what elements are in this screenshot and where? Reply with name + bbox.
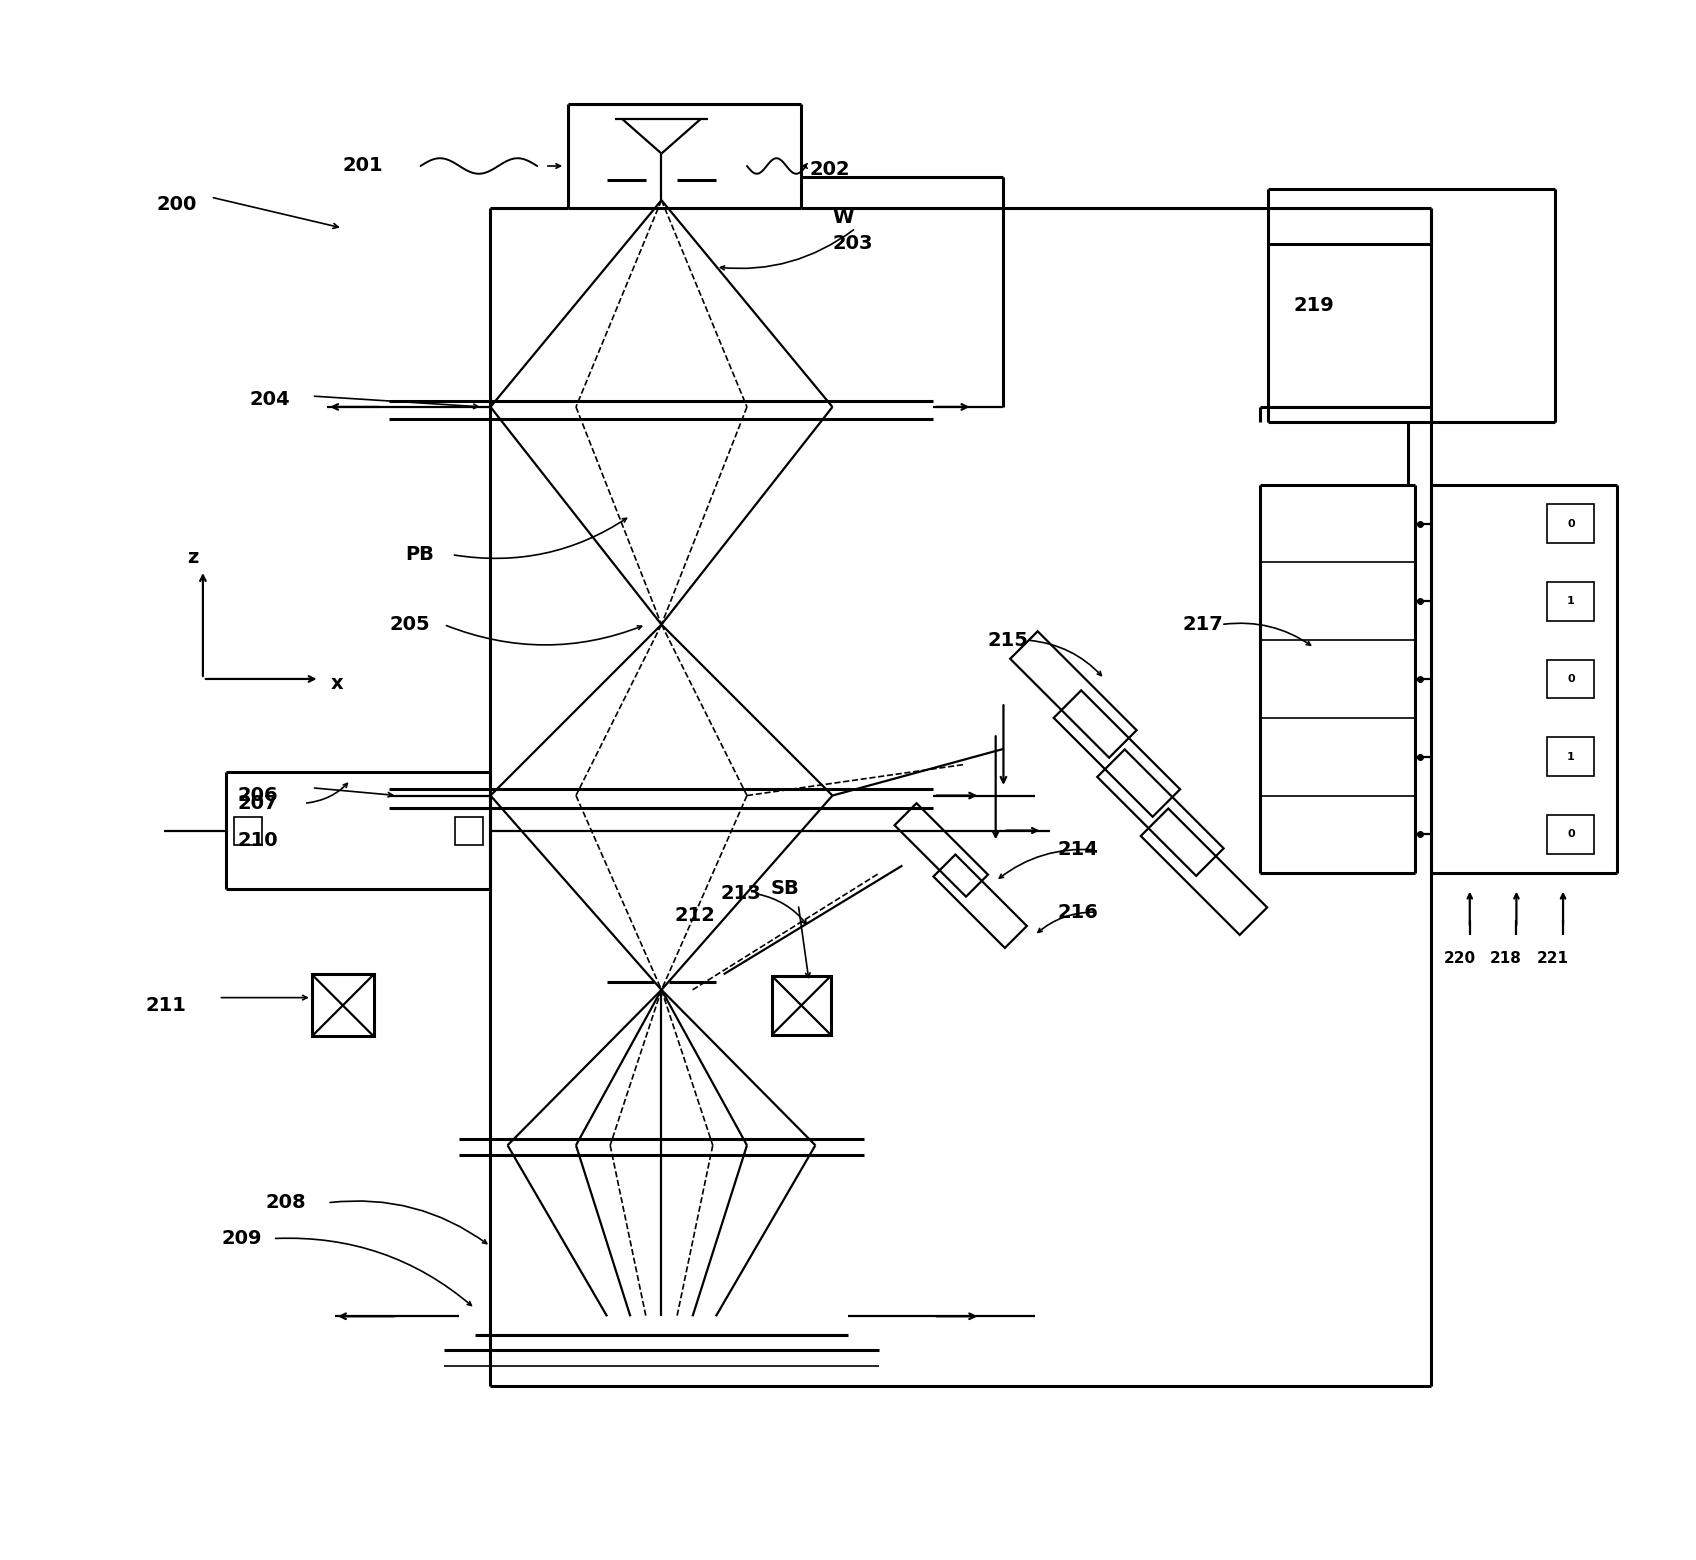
Text: 200: 200 (156, 195, 197, 214)
Text: 218: 218 (1491, 952, 1521, 966)
Text: W: W (833, 207, 855, 226)
Text: 0: 0 (1567, 830, 1574, 839)
Text: 204: 204 (249, 390, 290, 409)
Text: SB: SB (770, 880, 799, 899)
Text: 217: 217 (1182, 615, 1223, 633)
Bar (312, 975, 373, 1036)
Text: 209: 209 (222, 1229, 263, 1248)
Text: 220: 220 (1443, 952, 1476, 966)
Text: x: x (331, 674, 343, 693)
Text: PB: PB (405, 544, 434, 565)
Bar (1547, 814, 1594, 853)
Text: 219: 219 (1294, 296, 1335, 315)
Bar (1547, 660, 1594, 699)
Text: 206: 206 (237, 786, 278, 805)
Text: z: z (187, 548, 198, 568)
Bar (772, 977, 831, 1034)
Text: 215: 215 (987, 630, 1029, 649)
Text: 216: 216 (1058, 903, 1099, 922)
Text: 210: 210 (237, 831, 278, 850)
Text: 1: 1 (1567, 596, 1574, 607)
Text: 211: 211 (146, 995, 187, 1016)
Text: 205: 205 (390, 615, 431, 633)
Text: 1: 1 (1567, 752, 1574, 761)
Bar (234, 816, 261, 844)
Text: 214: 214 (1058, 841, 1099, 860)
Text: 208: 208 (265, 1193, 305, 1212)
Text: 0: 0 (1567, 674, 1574, 683)
Bar (1547, 738, 1594, 777)
Bar (455, 816, 483, 844)
Text: 207: 207 (237, 794, 278, 813)
Text: 213: 213 (721, 885, 762, 903)
Bar (1547, 582, 1594, 621)
Text: 203: 203 (833, 234, 873, 253)
Text: 212: 212 (675, 906, 716, 925)
Text: 221: 221 (1537, 952, 1569, 966)
Bar (1547, 504, 1594, 543)
Text: 201: 201 (343, 156, 383, 175)
Text: 202: 202 (809, 159, 850, 178)
Text: 0: 0 (1567, 518, 1574, 529)
